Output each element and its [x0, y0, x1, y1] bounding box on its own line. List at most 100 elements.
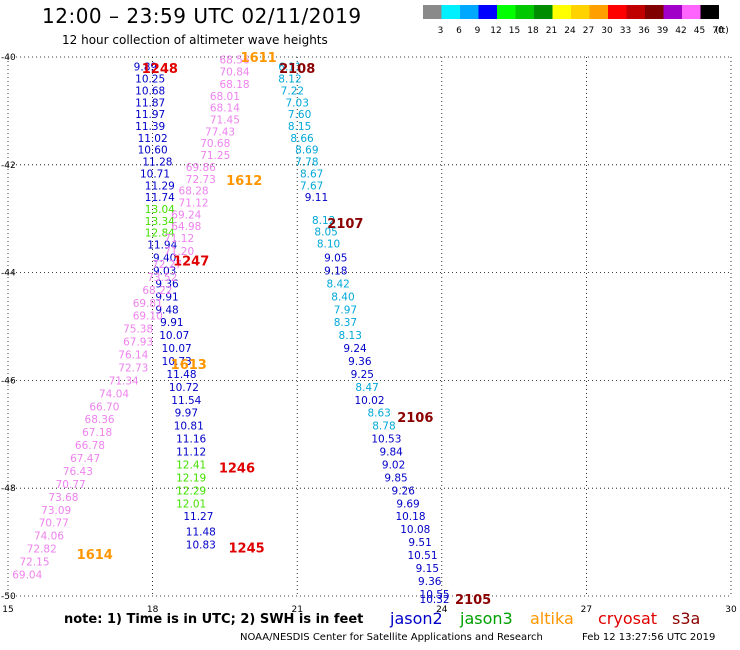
data-point-label: 71.45	[210, 115, 240, 127]
data-point-label: 70.77	[56, 479, 86, 491]
legend-bin-label: 9	[475, 26, 481, 36]
data-point-label: 71.12	[179, 198, 209, 210]
legend-swatch	[423, 5, 442, 19]
y-tick-label: -46	[1, 376, 16, 386]
data-point-label: 70.77	[39, 518, 69, 530]
color-scale-legend: 3 6 9 12 15 18 21 24 27 30 33 36 39 42 45 70(ft)	[423, 5, 729, 36]
time-label: 2107	[327, 217, 363, 232]
data-point-label: 8.47	[355, 382, 378, 394]
x-tick-label: 21	[291, 605, 302, 615]
data-point-label: 11.54	[171, 395, 201, 407]
data-point-label: 11.87	[135, 97, 165, 109]
legend-swatch	[534, 5, 553, 19]
data-point-label: 10.73	[162, 356, 192, 368]
data-point-label: 9.97	[175, 408, 198, 420]
data-point-label: 9.69	[396, 498, 419, 510]
legend-swatch	[608, 5, 627, 19]
legend-bin-label: 24	[564, 26, 576, 36]
data-point-label: 67.47	[70, 453, 100, 465]
data-point-label: 71.20	[164, 246, 194, 258]
data-point-label: 11.27	[183, 511, 213, 523]
plot-frame	[8, 57, 731, 596]
data-point-label: 8.37	[334, 317, 357, 329]
data-point-label: 9.48	[155, 304, 178, 316]
data-point-label: 12.01	[176, 498, 206, 510]
data-point-label: 11.02	[138, 133, 168, 145]
time-label: 2106	[397, 411, 433, 426]
data-point-label: 10.68	[135, 85, 165, 97]
data-point-label: 9.91	[155, 291, 178, 303]
time-label: 1247	[173, 255, 209, 270]
data-point-label: 10.07	[159, 330, 189, 342]
time-label: 1245	[228, 541, 264, 556]
data-point-label: 9.36	[348, 356, 372, 368]
legend-bin-label: 3	[438, 26, 444, 36]
data-point-label: 9.26	[392, 485, 416, 497]
legend-swatch	[571, 5, 590, 19]
data-point-label: 77.43	[205, 126, 235, 138]
time-label: 1248	[142, 62, 178, 77]
data-point-label: 76.14	[118, 350, 148, 362]
data-point-label: 9.18	[324, 265, 347, 277]
x-tick-label: 24	[436, 605, 448, 615]
legend-swatch	[552, 5, 571, 19]
legend-swatch	[700, 5, 719, 19]
data-point-label: 10.83	[186, 539, 216, 551]
legend-bin-label: 12	[490, 26, 501, 36]
data-point-label: 72.15	[19, 557, 49, 569]
data-point-label: 72.73	[186, 174, 216, 186]
data-point-label: 69.04	[12, 569, 42, 581]
data-point-label: 9.84	[379, 447, 403, 459]
legend-swatch	[478, 5, 497, 19]
legend-swatch	[497, 5, 516, 19]
time-label: 1611	[241, 51, 277, 66]
data-point-label: 71.34	[109, 375, 139, 387]
data-point-label: 8.67	[300, 168, 323, 180]
data-point-label: 9.03	[153, 265, 176, 277]
legend-swatch	[589, 5, 608, 19]
y-tick-label: -42	[1, 161, 16, 171]
data-point-label: 9.36	[155, 278, 179, 290]
legend-swatch	[626, 5, 645, 19]
timestamp-text: Feb 12 13:27:56 UTC 2019	[582, 632, 716, 643]
data-point-label: 10.25	[135, 74, 165, 86]
data-point-label: 69.10	[133, 311, 163, 323]
data-point-label: 11.28	[142, 157, 172, 169]
data-point-label: 9.05	[324, 253, 347, 265]
data-point-label: 11.16	[176, 434, 206, 446]
y-tick-label: -40	[1, 53, 16, 63]
legend-bin-label: 15	[509, 26, 520, 36]
legend-bin-label: 45	[694, 26, 705, 36]
data-point-label: 72.27	[152, 259, 182, 271]
data-point-label: 76.43	[63, 466, 93, 478]
data-point-label: 9.11	[305, 192, 328, 204]
time-label: 1246	[219, 462, 255, 477]
credit-text: NOAA/NESDIS Center for Satellite Applica…	[240, 632, 543, 643]
legend-swatch	[645, 5, 664, 19]
data-point-label: 70.84	[220, 67, 250, 79]
data-point-label: 70.68	[200, 138, 230, 150]
data-point-label: 7.60	[288, 109, 311, 121]
data-point-label: 68.18	[220, 79, 250, 91]
data-point-label: 6.11	[278, 62, 301, 74]
chart-subtitle: 12 hour collection of altimeter wave hei…	[62, 33, 328, 47]
data-point-label: 74.04	[99, 388, 129, 400]
data-point-label: 9.51	[408, 537, 431, 549]
data-point-label: 8.40	[331, 291, 354, 303]
data-point-label: 8.13	[339, 330, 362, 342]
data-point-label: 7.78	[295, 157, 318, 169]
data-point-label: 8.05	[314, 227, 337, 239]
data-point-label: 10.55	[420, 589, 450, 601]
data-point-label: 11.39	[135, 121, 165, 133]
data-point-label: 8.66	[290, 133, 314, 145]
data-point-label: 72.82	[27, 544, 57, 556]
data-point-label: 8.12	[312, 215, 335, 227]
data-point-label: 67.18	[82, 427, 112, 439]
x-tick-label: 15	[2, 605, 13, 615]
data-point-label: 68.22	[142, 285, 172, 297]
legend-cryosat: cryosat	[598, 609, 658, 628]
data-point-label: 69.24	[171, 209, 201, 221]
data-point-label: 8.42	[326, 278, 349, 290]
data-point-label: 72.73	[118, 362, 148, 374]
